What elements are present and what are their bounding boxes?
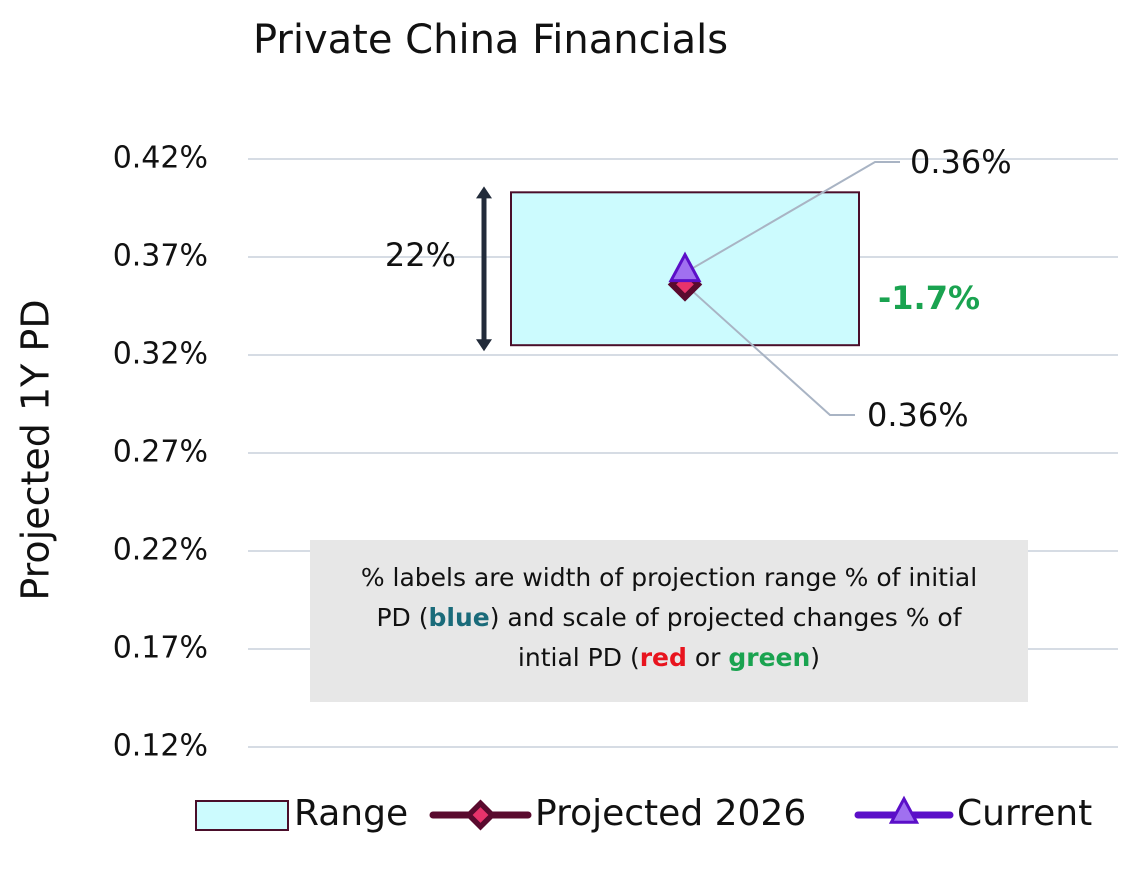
note-text: % labels are width of projection range %… bbox=[360, 563, 978, 632]
current-marker bbox=[668, 251, 702, 283]
leader-line bbox=[684, 283, 855, 416]
y-tick-label: 0.12% bbox=[113, 729, 208, 764]
y-axis-label: Projected 1Y PD bbox=[14, 299, 58, 600]
note-box: % labels are width of projection range %… bbox=[310, 540, 1028, 702]
value-label: 0.36% bbox=[867, 396, 969, 434]
chart-title: Private China Financials bbox=[253, 17, 728, 63]
arrow-head bbox=[476, 186, 492, 199]
y-tick-label: 0.37% bbox=[113, 239, 208, 274]
legend-label: Projected 2026 bbox=[535, 793, 806, 834]
note-text: ) and scale of projected changes % of in… bbox=[489, 603, 962, 672]
note-text: green bbox=[728, 643, 811, 672]
note-text: or bbox=[686, 643, 729, 672]
legend-marker bbox=[888, 795, 920, 824]
change-label: -1.7% bbox=[878, 279, 980, 317]
legend-swatch bbox=[195, 800, 289, 831]
y-tick-label: 0.22% bbox=[113, 533, 208, 568]
note-text: blue bbox=[428, 603, 490, 632]
y-tick-label: 0.27% bbox=[113, 435, 208, 470]
legend-label: Current bbox=[957, 793, 1092, 834]
leader-line bbox=[684, 161, 900, 274]
note-text: ) bbox=[810, 643, 821, 672]
note-text: red bbox=[639, 643, 687, 672]
arrow-head bbox=[476, 339, 492, 352]
y-tick-label: 0.32% bbox=[113, 337, 208, 372]
legend-label: Range bbox=[294, 793, 408, 834]
value-label: 0.36% bbox=[910, 143, 1012, 181]
range-width-label: 22% bbox=[385, 236, 456, 274]
y-tick-label: 0.17% bbox=[113, 631, 208, 666]
legend-marker bbox=[464, 799, 497, 831]
y-tick-label: 0.42% bbox=[113, 141, 208, 176]
